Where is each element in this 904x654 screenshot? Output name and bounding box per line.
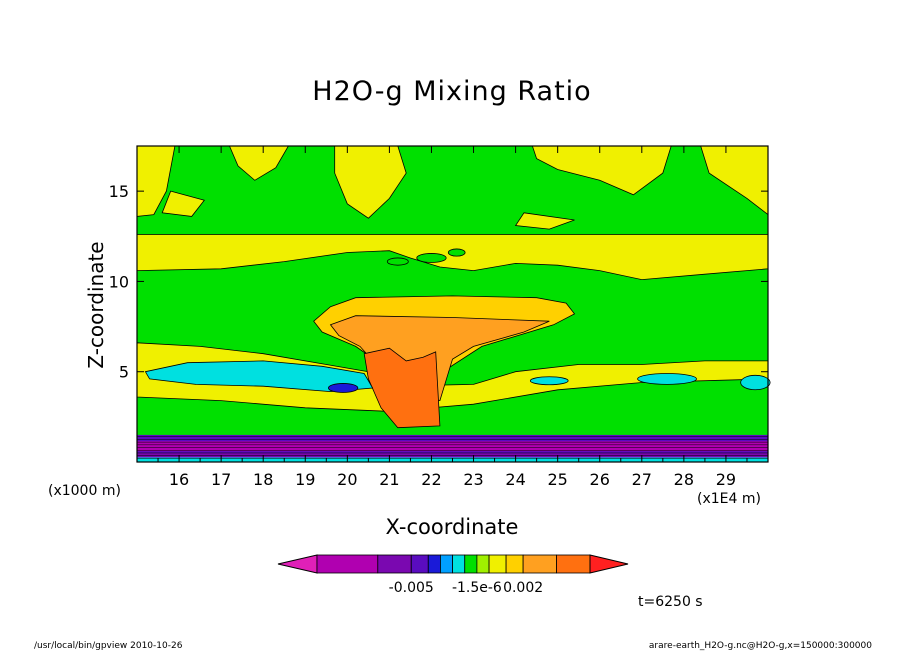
x-tick-label: 29 (716, 470, 736, 489)
colorbar-segment (316, 554, 379, 574)
region-upper-yellow-patch (531, 145, 672, 196)
x-tick-label: 18 (253, 470, 273, 489)
colorbar-segment (505, 554, 524, 574)
region-surface-layer (137, 441, 768, 452)
region-updraft-column (363, 347, 441, 429)
colorbar-segment (452, 554, 466, 574)
x-tick-label: 21 (379, 470, 399, 489)
region-cyan-streak (529, 376, 569, 386)
region-cyan-pocket (144, 360, 374, 393)
region-upper-yellow-patch (334, 145, 407, 219)
x-tick-label: 20 (337, 470, 357, 489)
x-tick-label: 24 (505, 470, 525, 489)
region-upper-yellow-band (136, 234, 769, 281)
footer-right: arare-earth_H2O-g.nc@H2O-g,x=150000:3000… (648, 641, 872, 651)
colorbar-segment (440, 554, 453, 574)
y-tick-label: 15 (109, 182, 129, 201)
y-axis-unit: (x1000 m) (48, 483, 121, 499)
y-tick-label: 10 (109, 272, 129, 291)
region-upper-yellow-patch (161, 190, 205, 217)
x-tick-label: 26 (590, 470, 610, 489)
colorbar-segment (476, 554, 490, 574)
region-cyan-streak (740, 374, 771, 391)
colorbar-label: -1.5e-6 (452, 580, 502, 596)
x-tick-label: 27 (632, 470, 652, 489)
region-upper-yellow-patch (514, 212, 575, 230)
colorbar-segment (410, 554, 429, 574)
region-blue-pocket (328, 383, 359, 393)
x-tick-label: 17 (211, 470, 231, 489)
chart-title: H2O-g Mixing Ratio (312, 76, 592, 107)
colorbar-segment (556, 554, 591, 574)
region-anvil-core (329, 315, 550, 402)
region-cyan-streak (637, 373, 697, 385)
region-green-island (386, 257, 409, 266)
x-axis-label: X-coordinate (385, 515, 519, 539)
x-tick-label: 28 (674, 470, 694, 489)
colorbar-label: 0.002 (503, 580, 543, 596)
region-surface-layer (137, 452, 768, 458)
colorbar-segment (488, 554, 507, 574)
x-tick-label: 19 (295, 470, 315, 489)
x-tick-label: 25 (547, 470, 567, 489)
region-lower-yellow-layer (136, 342, 769, 412)
x-tick-label: 16 (169, 470, 189, 489)
time-label: t=6250 s (638, 594, 703, 610)
region-green-island (416, 253, 447, 263)
x-tick-label: 22 (421, 470, 441, 489)
colorbar-segment (427, 554, 441, 574)
x-tick-label: 23 (463, 470, 483, 489)
y-tick-label: 5 (119, 363, 129, 382)
region-green-island (447, 248, 466, 257)
colorbar-segment (522, 554, 557, 574)
colorbar-arrow-right (589, 554, 629, 574)
x-axis-unit: (x1E4 m) (697, 491, 761, 507)
colorbar-segment (464, 554, 478, 574)
colorbar-label: -0.005 (389, 580, 434, 596)
colorbar-segment (377, 554, 412, 574)
colorbar-arrow-left (277, 554, 318, 574)
footer-left: /usr/local/bin/gpview 2010-10-26 (34, 641, 183, 651)
